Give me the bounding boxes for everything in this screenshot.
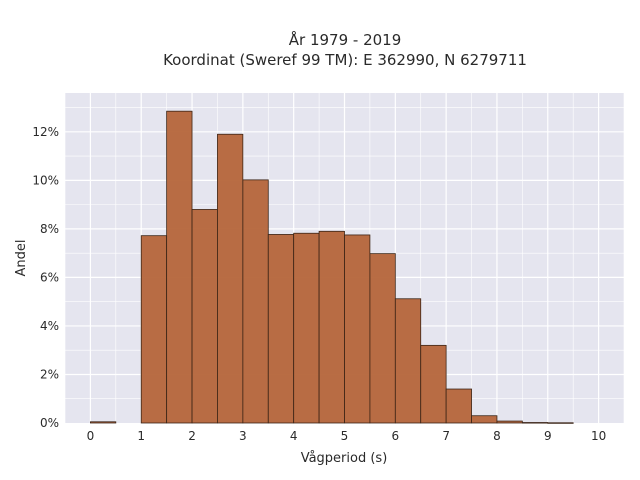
histogram-bar [547,422,574,424]
histogram-bar [293,232,320,424]
x-tick-label: 3 [239,429,247,443]
histogram-bar [369,253,396,424]
histogram-bar [166,110,193,424]
x-tick-label: 1 [137,429,145,443]
y-tick-label: 6% [40,270,59,284]
y-tick-label: 10% [32,173,59,187]
x-tick-label: 6 [391,429,399,443]
chart-title: År 1979 - 2019 [289,30,402,49]
x-tick-label: 4 [290,429,298,443]
histogram-bar [445,388,472,424]
histogram-bar [90,421,117,424]
x-tick-labels: 0 1 2 3 4 5 6 7 8 9 10 [87,429,607,443]
histogram-bar [344,234,371,424]
histogram-bar [471,415,498,424]
histogram-bar [318,230,345,424]
x-tick-label: 9 [544,429,552,443]
chart-subtitle: Koordinat (Sweref 99 TM): E 362990, N 62… [163,51,527,69]
y-tick-label: 8% [40,222,59,236]
y-axis-label: Andel [14,240,29,277]
y-tick-labels: 0% 2% 4% 6% 8% 10% 12% [32,125,59,430]
x-axis-label: Vågperiod (s) [301,451,388,466]
histogram-bar [267,234,295,424]
y-tick-label: 12% [32,125,59,139]
histogram-bar [394,298,422,424]
y-tick-label: 0% [40,416,59,430]
x-tick-label: 10 [591,429,606,443]
x-tick-label: 5 [341,429,349,443]
histogram-bar [191,209,218,424]
x-tick-label: 2 [188,429,196,443]
histogram-bar [140,235,168,424]
x-tick-label: 0 [87,429,95,443]
y-tick-label: 4% [40,319,59,333]
bars-layer [90,110,574,424]
x-tick-label: 7 [442,429,450,443]
histogram-bar [420,344,447,424]
histogram-bar [217,133,244,424]
x-tick-label: 8 [493,429,501,443]
histogram-bar [242,179,269,424]
histogram-bar [521,422,549,424]
histogram-bar [496,420,523,424]
y-tick-label: 2% [40,367,59,381]
